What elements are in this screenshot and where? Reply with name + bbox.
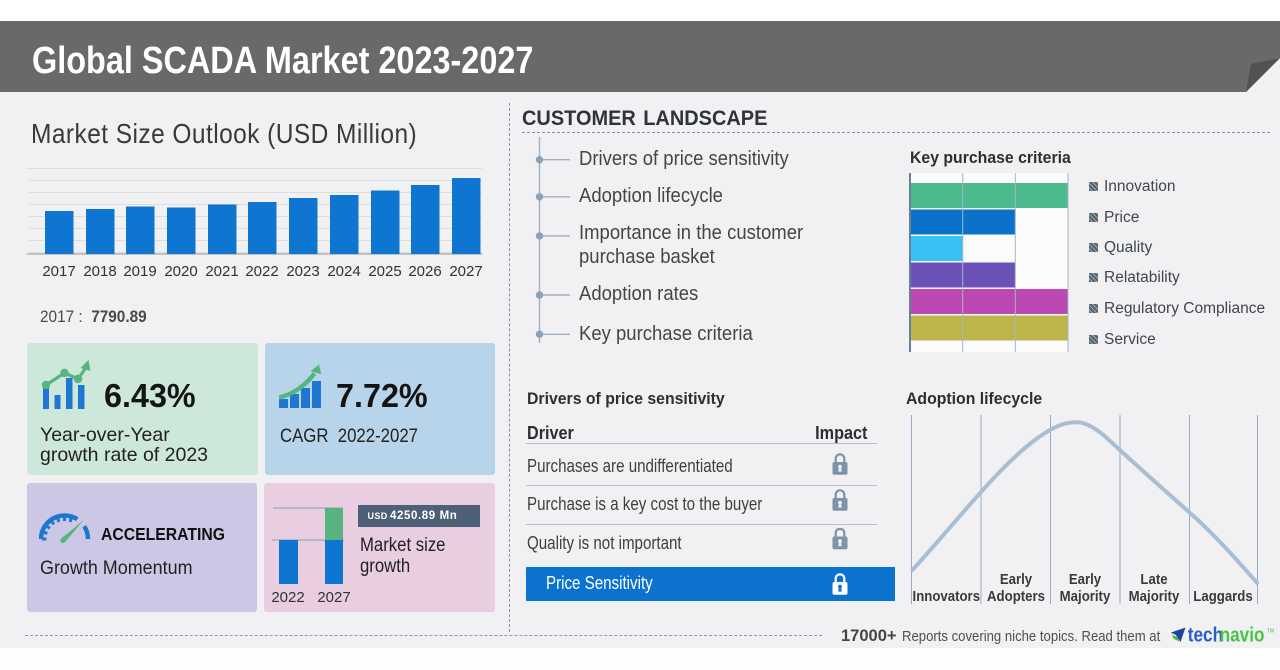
svg-text:navio: navio: [1220, 626, 1265, 646]
svg-text:TM: TM: [1267, 629, 1274, 635]
svg-text:tech: tech: [1188, 626, 1223, 646]
